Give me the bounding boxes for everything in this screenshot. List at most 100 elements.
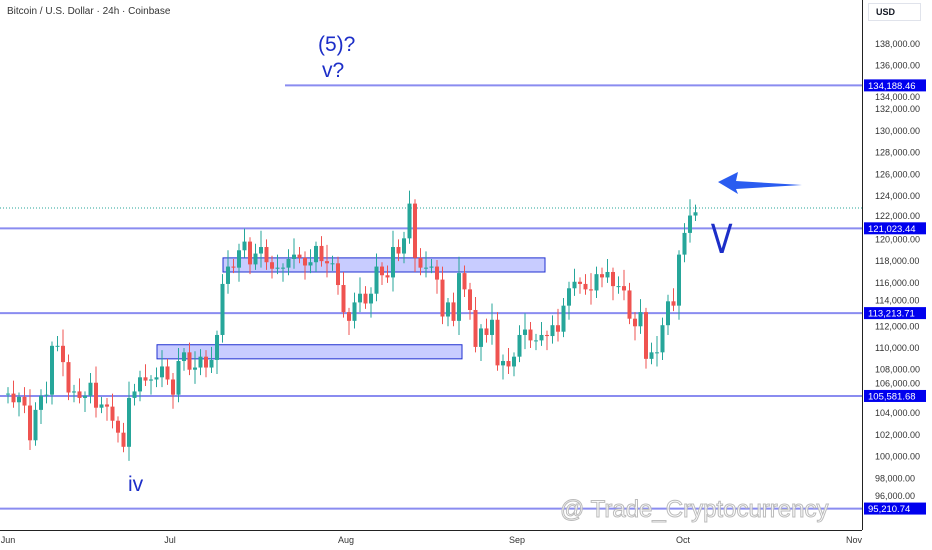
candle-body [583,283,588,290]
x-tick-label: Sep [509,535,525,545]
candle-body [644,312,648,359]
candle-body [149,379,153,381]
y-tick-label: 106,000.00 [875,378,920,388]
watermark: @ Trade_Cryptocurrency [559,496,829,523]
candle-body [567,288,571,306]
candle-body [468,289,472,310]
candle-body [539,334,544,341]
price-level-label: 95,210.74 [868,504,910,515]
candle-body [484,328,489,335]
candle-body [182,352,186,362]
price-level-badge [864,79,926,92]
x-tick-label: Aug [338,535,354,545]
candle-body [347,312,351,321]
candle-body [479,328,483,347]
y-tick-label: 118,000.00 [875,256,919,266]
candle-body [490,319,494,335]
candle-body [165,366,170,380]
y-tick-label: 116,000.00 [875,278,919,288]
candle-body [72,391,76,393]
y-tick-label: 104,000.00 [875,408,920,418]
candle-body [44,394,49,396]
candle-body [380,266,384,276]
candle-body [413,203,417,258]
candle-body [446,302,450,317]
candle-body [369,293,373,304]
candle-body [666,301,670,326]
y-tick-label: 100,000.00 [875,452,920,462]
candle-body [688,215,692,233]
candle-body [512,356,516,367]
candle-body [429,266,434,268]
candle-body [506,361,511,367]
y-tick-label: 96,000.00 [875,491,915,501]
price-level-badge [864,389,926,402]
candle-body [33,409,38,441]
candle-body [83,395,87,398]
candle-body [352,302,357,321]
candle-body [193,367,197,370]
wave-iv-label: iv [128,473,144,496]
y-tick-label: 130,000.00 [875,126,920,136]
candle-body [319,245,324,262]
candle-body [660,325,665,353]
candle-body [50,345,54,395]
candle-body [270,262,274,269]
candle-body [17,396,21,403]
candle-body [693,212,698,216]
price-level-label: 121,023.44 [868,224,916,235]
x-tick-label: Jul [164,535,176,545]
currency-selector[interactable]: USD [868,3,921,21]
candle-body [209,359,214,368]
candle-body [545,334,549,337]
y-tick-label: 134,000.00 [875,92,920,102]
candle-body [622,286,626,291]
chart-title: Bitcoin / U.S. Dollar · 24h · Coinbase [7,6,171,17]
candle-body [418,257,423,268]
candle-body [325,261,329,264]
candle-body [22,396,27,406]
candle-body [105,404,109,407]
y-tick-label: 108,000.00 [875,365,920,375]
y-tick-label: 132,000.00 [875,104,920,114]
candle-body [451,302,456,321]
candle-body [242,241,247,251]
candle-body [611,271,615,287]
candle-body [253,253,258,265]
candle-body [28,405,32,441]
candle-body [363,293,368,304]
candle-body [495,319,500,366]
candle-body [132,391,137,398]
candle-body [204,356,208,368]
candle-body [99,404,104,408]
candle-body [616,286,621,288]
y-tick-label: 136,000.00 [875,61,920,71]
candle-body [55,345,60,347]
candle-body [336,263,340,286]
candle-body [143,377,148,381]
price-level-label: 113,213.71 [868,309,915,320]
candle-body [594,274,599,291]
candle-body [677,254,681,306]
candle-body [286,258,291,268]
candle-body [264,247,269,263]
candle-body [187,352,192,370]
candle-body [649,352,654,359]
candle-body [330,263,335,265]
candle-body [121,432,126,447]
candle-body [600,274,604,278]
candle-body [275,267,280,269]
candle-body [407,203,412,239]
y-tick-label: 98,000.00 [875,473,915,483]
x-tick-label: Oct [676,535,691,545]
candle-body [6,393,10,395]
candle-body [561,305,566,332]
candle-body [402,238,406,254]
candle-body [435,266,439,280]
candle-body [424,267,428,269]
y-tick-label: 112,000.00 [875,321,919,331]
price-level-badge [864,502,926,515]
x-tick-label: Jun [1,535,16,545]
candle-body [556,325,560,332]
